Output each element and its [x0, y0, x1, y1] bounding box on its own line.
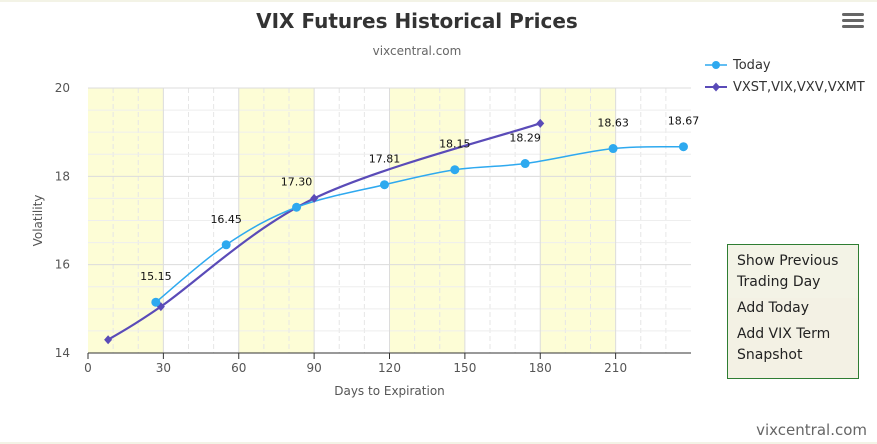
data-label: 17.81 [369, 153, 401, 166]
y-tick-label: 20 [55, 81, 70, 95]
data-label: 18.15 [439, 138, 471, 151]
legend-label-today: Today [733, 57, 771, 73]
diamond-marker-icon [705, 82, 727, 92]
data-point-today [221, 240, 231, 250]
x-tick-label: 210 [604, 361, 627, 375]
legend-item-term[interactable]: VXST,VIX,VXV,VXMT [705, 76, 865, 98]
legend-item-today[interactable]: Today [705, 54, 865, 76]
add-today-option[interactable]: Add Today [737, 300, 810, 316]
y-tick-label: 16 [55, 258, 70, 272]
chart-subtitle: vixcentral.com [372, 44, 462, 58]
circle-marker-icon [705, 61, 727, 69]
x-axis-title: Days to Expiration [334, 384, 445, 398]
data-point-today [678, 142, 688, 152]
data-label: 16.45 [210, 213, 242, 226]
data-label: 18.63 [597, 117, 629, 130]
data-point-today [450, 165, 460, 175]
x-tick-label: 120 [378, 361, 401, 375]
data-point-term [536, 118, 545, 128]
data-label: 17.30 [281, 175, 313, 188]
data-label: 18.29 [509, 132, 541, 145]
data-point-today [292, 202, 302, 212]
data-point-today [151, 297, 161, 307]
options-panel: Show Previous Trading Day Add Today Add … [727, 244, 859, 379]
legend-label-term: VXST,VIX,VXV,VXMT [733, 79, 865, 95]
x-tick-label: 60 [231, 361, 246, 375]
credit-link[interactable]: vixcentral.com [756, 421, 867, 439]
show-previous-day-option[interactable]: Show Previous Trading Day [728, 245, 858, 298]
top-border [0, 0, 877, 2]
add-vix-term-snapshot-option[interactable]: Add VIX Term Snapshot [737, 326, 831, 363]
series-line-term [107, 122, 541, 341]
data-point-today [520, 159, 530, 169]
x-tick-label: 90 [306, 361, 321, 375]
data-point-term [104, 335, 113, 345]
y-tick-label: 18 [55, 169, 70, 183]
data-label: 15.15 [140, 270, 172, 283]
y-axis-title: Volatility [31, 195, 45, 247]
data-point-today [608, 144, 618, 154]
x-tick-label: 0 [84, 361, 92, 375]
chart-title: VIX Futures Historical Prices [256, 9, 578, 33]
data-point-today [379, 180, 389, 190]
x-tick-label: 30 [156, 361, 171, 375]
legend: Today VXST,VIX,VXV,VXMT [705, 54, 865, 98]
x-tick-label: 150 [453, 361, 476, 375]
bottom-border [0, 442, 877, 444]
x-tick-label: 180 [529, 361, 552, 375]
y-tick-label: 14 [55, 346, 70, 360]
hamburger-menu-icon[interactable] [842, 13, 864, 33]
data-label: 18.67 [668, 115, 700, 128]
data-point-term [310, 193, 319, 203]
